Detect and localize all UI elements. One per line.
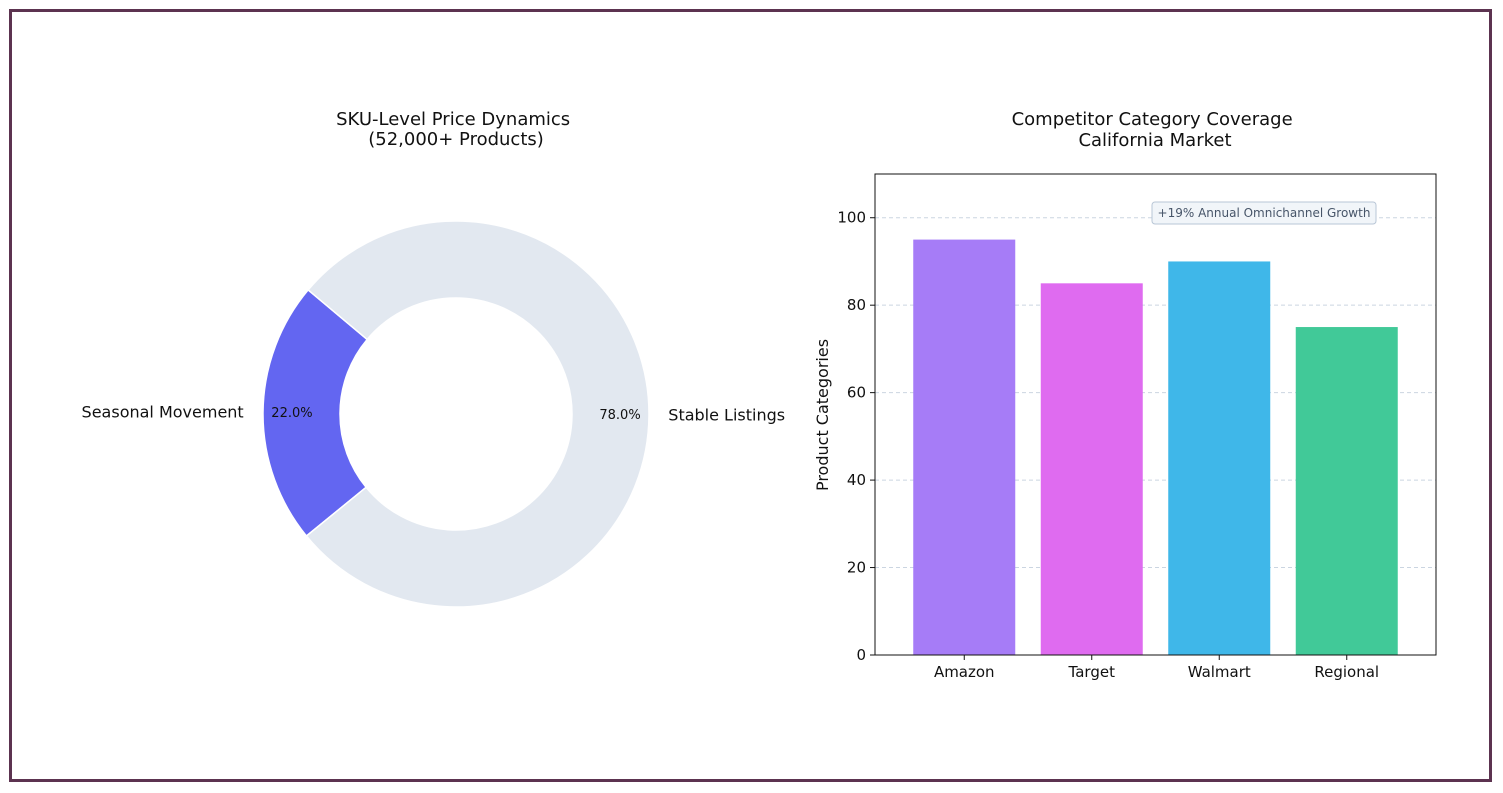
bar-title: Competitor Category Coverage California … [1012, 109, 1299, 151]
y-axis-label: Product Categories [813, 339, 832, 491]
bar-regional [1295, 327, 1398, 655]
donut-title-line-2: (52,000+ Products) [368, 129, 544, 150]
bar-walmart [1168, 261, 1271, 655]
annotation-box: +19% Annual Omnichannel Growth [1151, 201, 1377, 225]
bar-amazon [913, 239, 1016, 655]
donut-title: SKU-Level Price Dynamics (52,000+ Produc… [336, 109, 576, 150]
bar-title-line-2: California Market [1078, 130, 1231, 151]
bar-target [1040, 283, 1143, 655]
x-axis-ticks: Amazon Target Walmart Regional [934, 655, 1379, 681]
bar-chart: Competitor Category Coverage California … [813, 109, 1437, 681]
bar-title-line-1: Competitor Category Coverage [1012, 109, 1293, 130]
bar-series [913, 239, 1398, 655]
donut-labels: 22.0% Seasonal Movement 78.0% Stable Listin… [82, 403, 786, 425]
donut-title-line-1: SKU-Level Price Dynamics [336, 109, 570, 130]
plot-area-border [874, 173, 1437, 656]
x-tick-label: Amazon [934, 663, 995, 681]
x-tick-label: Regional [1314, 663, 1379, 681]
donut-slices [262, 220, 650, 608]
donut-slice-seasonal-movement [262, 288, 369, 538]
annotation-background [1151, 201, 1377, 225]
y-tick-label: 20 [847, 559, 866, 577]
y-tick-label: 100 [837, 209, 866, 227]
x-tick-label: Walmart [1188, 663, 1251, 681]
donut-chart: SKU-Level Price Dynamics (52,000+ Produc… [82, 109, 786, 608]
annotation-text: +19% Annual Omnichannel Growth [1158, 206, 1371, 220]
donut-pct-label: 78.0% [599, 408, 640, 423]
donut-slice-stable-listings [305, 220, 650, 608]
donut-pct-label: 22.0% [271, 406, 312, 421]
y-tick-label: 80 [847, 296, 866, 314]
y-tick-label: 40 [847, 471, 866, 489]
donut-category-label: Stable Listings [668, 405, 785, 424]
x-tick-label: Target [1068, 663, 1116, 681]
y-tick-label: 0 [856, 646, 866, 664]
y-tick-label: 60 [847, 384, 866, 402]
y-axis-ticks: 0 20 40 60 80 100 [837, 209, 875, 664]
donut-category-label: Seasonal Movement [82, 403, 244, 422]
